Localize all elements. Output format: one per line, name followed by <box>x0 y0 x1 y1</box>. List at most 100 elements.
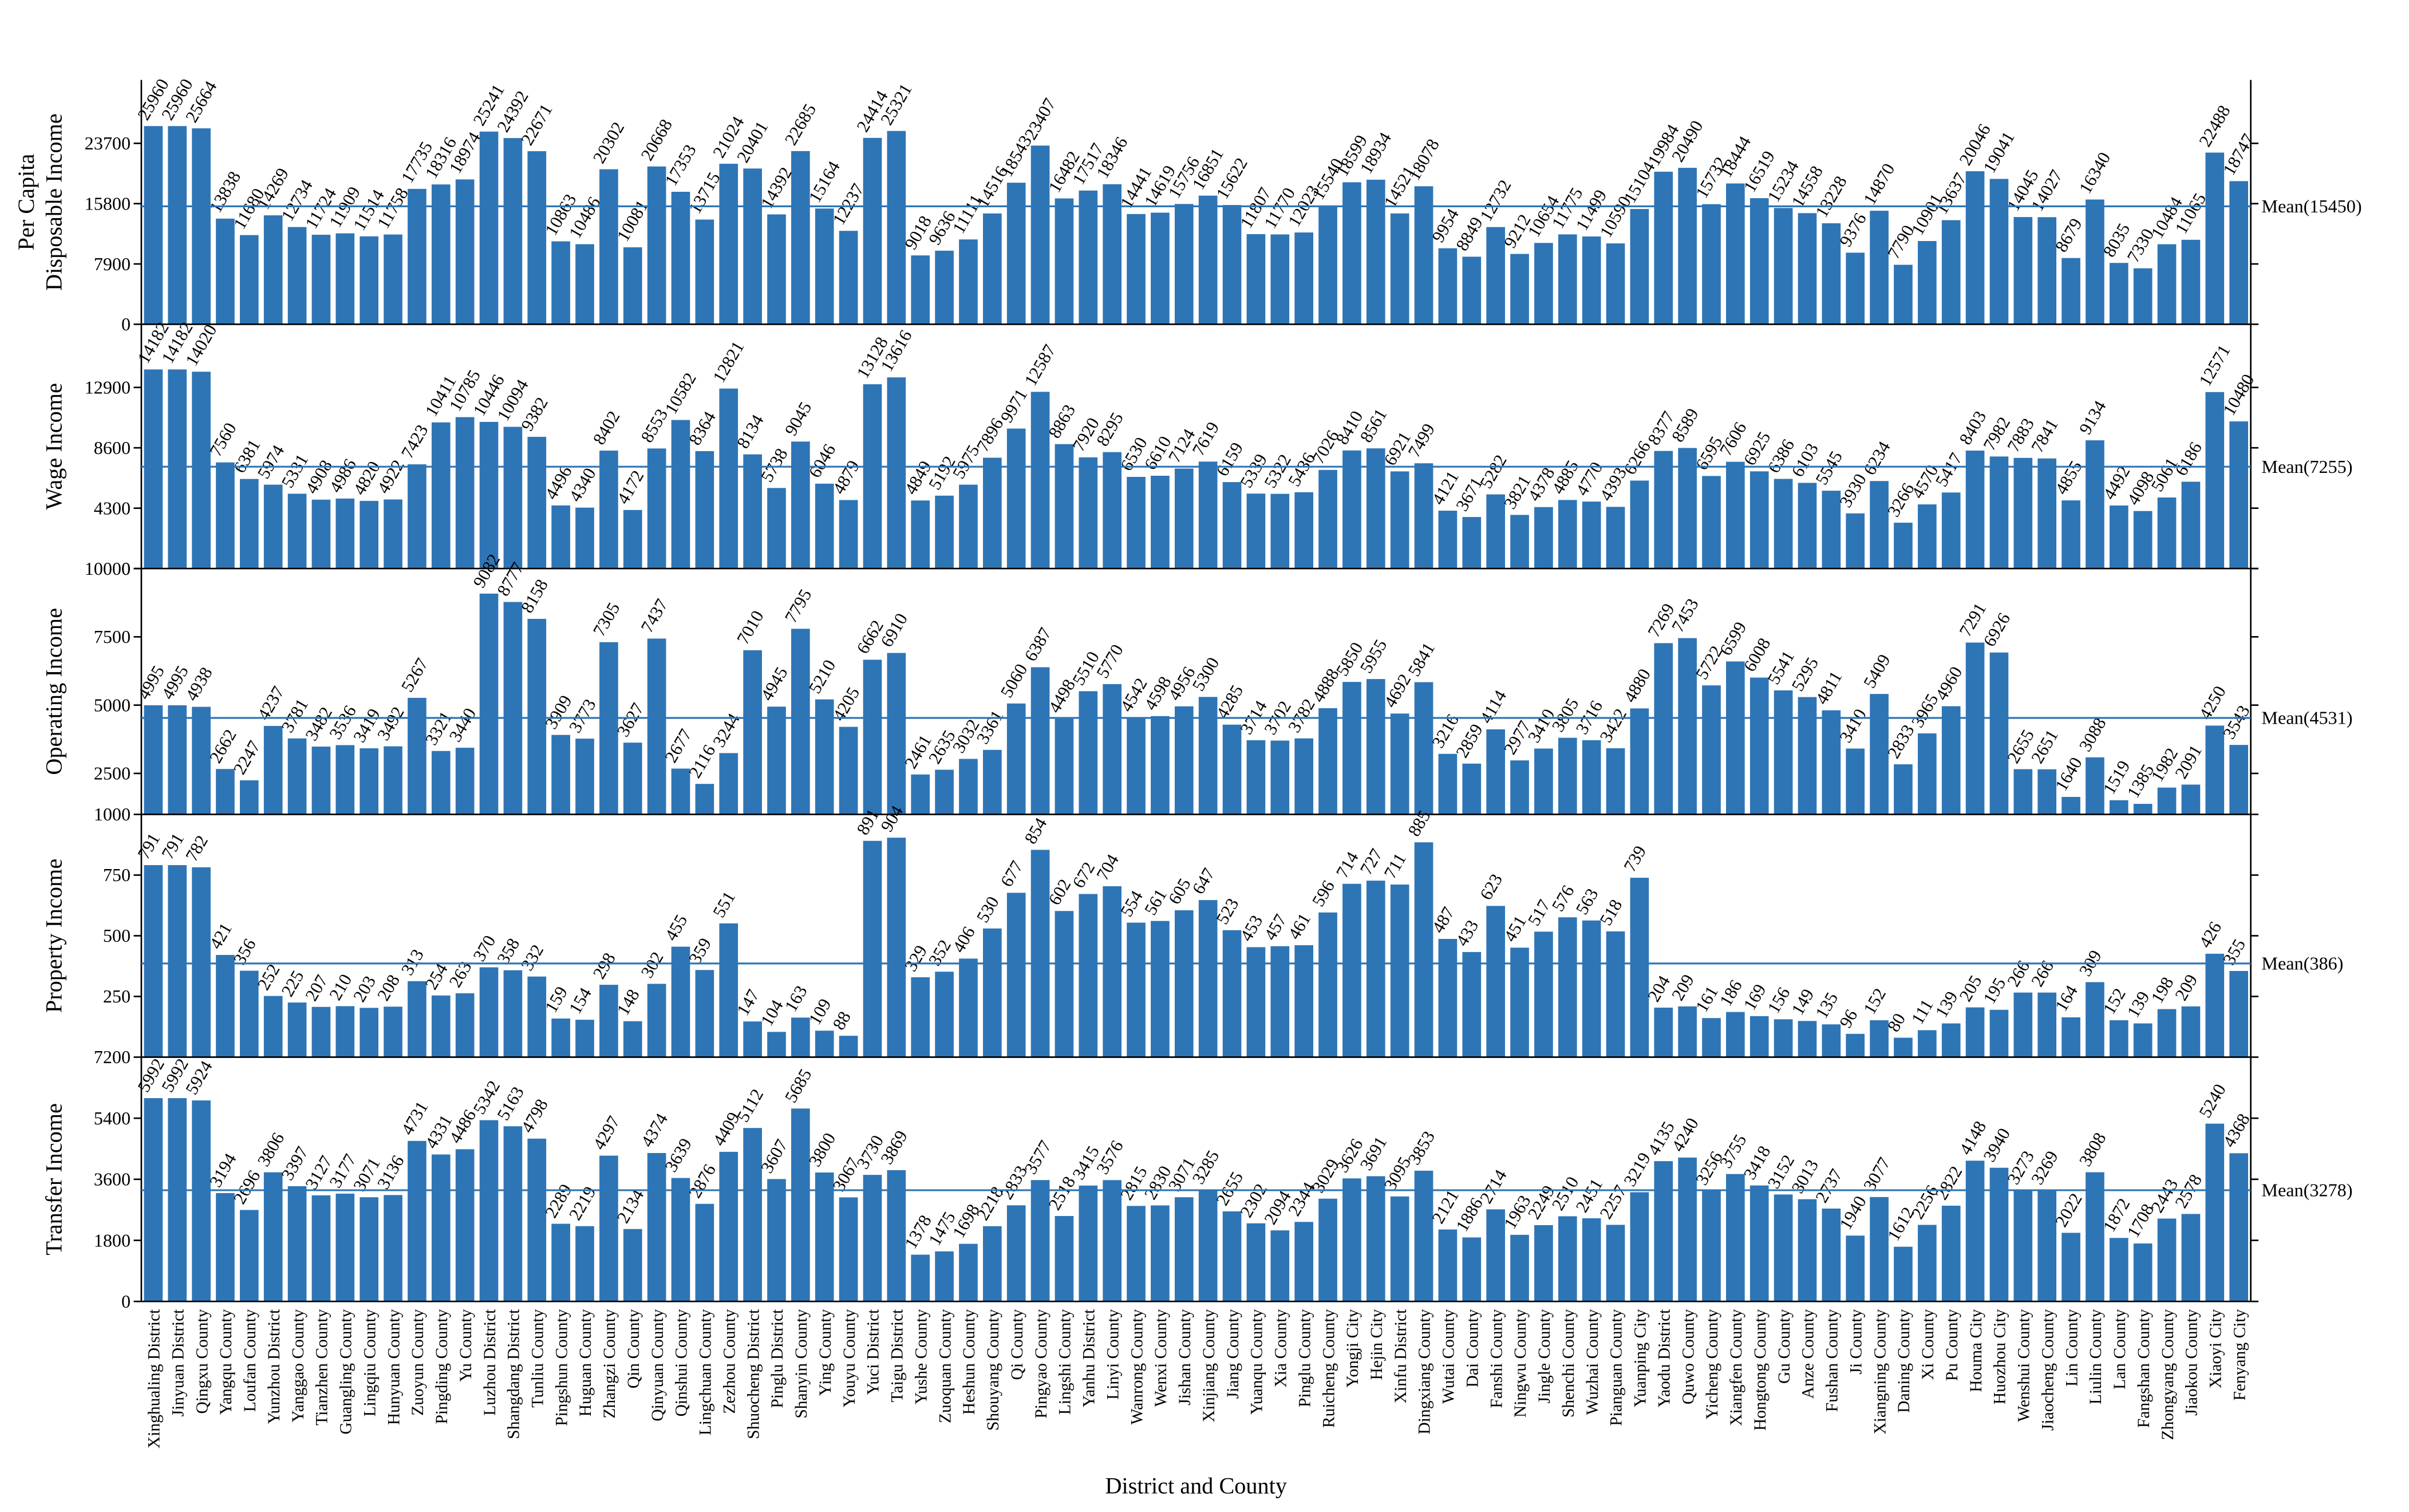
bar <box>263 726 283 815</box>
bar <box>1079 1185 1098 1302</box>
bar <box>887 838 906 1057</box>
value-label: 12237 <box>829 180 868 228</box>
value-label: 7499 <box>1404 420 1439 460</box>
bar <box>1151 475 1170 569</box>
x-tick-label: Jishan County <box>1176 1309 1194 1405</box>
bar <box>1366 679 1385 815</box>
bar <box>1151 212 1170 325</box>
value-label: 2134 <box>613 1186 647 1226</box>
bar <box>815 208 834 325</box>
bar <box>2109 1238 2128 1302</box>
value-label: 3492 <box>373 704 408 744</box>
value-label: 370 <box>469 932 500 965</box>
value-label: 14392 <box>757 164 796 212</box>
bar <box>1894 522 1913 569</box>
x-tick-label: Jingle County <box>1535 1309 1554 1403</box>
bar <box>1798 1199 1817 1302</box>
x-tick-label: Yu County <box>457 1309 475 1381</box>
bar <box>1270 1230 1290 1302</box>
bar <box>287 494 307 569</box>
bar <box>1750 677 1769 815</box>
mean-label: Mean(386) <box>2261 953 2343 974</box>
value-label: 203 <box>350 973 380 1005</box>
value-label: 2677 <box>661 725 696 765</box>
value-label: 5409 <box>1859 651 1894 691</box>
value-label: 5417 <box>1932 449 1966 489</box>
bar <box>1055 1215 1074 1302</box>
value-label: 208 <box>373 972 404 1004</box>
y-tick-label: 10000 <box>85 558 131 579</box>
bar <box>1510 515 1529 569</box>
value-label: 2518 <box>1045 1173 1079 1213</box>
x-tick-label: Zhongyang County <box>2159 1309 2177 1440</box>
bar <box>887 131 906 325</box>
bar <box>863 137 882 325</box>
bar <box>1246 494 1266 569</box>
value-label: 4486 <box>445 1106 480 1146</box>
x-tick-label: Lingshi County <box>1056 1309 1075 1415</box>
x-tick-label: Yanhu District <box>1080 1309 1099 1407</box>
bar <box>911 774 930 815</box>
bar <box>1726 183 1745 325</box>
bar <box>1127 214 1146 325</box>
value-label: 3691 <box>1356 1133 1391 1173</box>
value-label: 4368 <box>2220 1110 2254 1150</box>
bar <box>1822 223 1841 325</box>
bar <box>1534 748 1553 815</box>
bar <box>1630 480 1649 569</box>
bar <box>2013 992 2033 1057</box>
bar <box>959 1243 978 1302</box>
bar <box>384 1195 402 1302</box>
bar <box>671 946 690 1057</box>
x-tick-label: Xiangfen County <box>1727 1309 1745 1426</box>
bar <box>1030 145 1050 325</box>
bar <box>863 840 882 1057</box>
bar <box>575 1226 594 1302</box>
bar <box>863 384 882 569</box>
bar <box>647 166 666 325</box>
value-label: 3930 <box>1836 471 1870 511</box>
bar <box>1606 1225 1625 1302</box>
value-label: 854 <box>1021 815 1051 847</box>
value-label: 455 <box>661 911 692 944</box>
bar <box>408 981 426 1057</box>
bar <box>1894 1246 1913 1302</box>
bar <box>1917 241 1937 325</box>
value-label: 15164 <box>805 158 844 206</box>
value-label: 3800 <box>805 1130 839 1170</box>
bar <box>839 1036 858 1057</box>
bar <box>503 138 523 325</box>
x-tick-label: Ruicheng County <box>1320 1309 1338 1428</box>
bar <box>767 1179 786 1302</box>
bar <box>1846 513 1865 569</box>
value-label: 5300 <box>1188 654 1223 694</box>
x-tick-label: Ying County <box>816 1309 835 1396</box>
bar <box>1103 452 1122 569</box>
bar <box>1582 502 1601 569</box>
value-label: 2022 <box>2051 1190 2086 1230</box>
bar <box>815 1031 834 1057</box>
value-label: 596 <box>1308 877 1338 910</box>
bar <box>1678 1006 1697 1057</box>
x-tick-label: Qi County <box>1008 1309 1026 1380</box>
value-label: 8402 <box>589 408 623 448</box>
y-tick-label: 750 <box>103 864 131 885</box>
value-label: 3285 <box>1188 1147 1223 1187</box>
bar <box>599 985 618 1057</box>
value-label: 154 <box>565 985 595 1017</box>
x-tick-label: Fangshan County <box>2135 1309 2153 1428</box>
bar <box>2013 457 2033 569</box>
x-tick-label: Pianguan County <box>1608 1309 1626 1426</box>
y-axis-label: Wage Income <box>41 383 66 510</box>
bar <box>2133 1023 2153 1057</box>
x-tick-label: Jiaokou County <box>2183 1309 2201 1415</box>
bar <box>1055 719 1074 815</box>
value-label: 739 <box>1620 843 1650 875</box>
bar <box>1846 252 1865 325</box>
bar <box>2037 1190 2057 1302</box>
value-label: 4692 <box>1380 670 1415 710</box>
y-tick-label: 5000 <box>94 694 131 715</box>
bar <box>216 769 235 815</box>
bar <box>983 213 1002 325</box>
